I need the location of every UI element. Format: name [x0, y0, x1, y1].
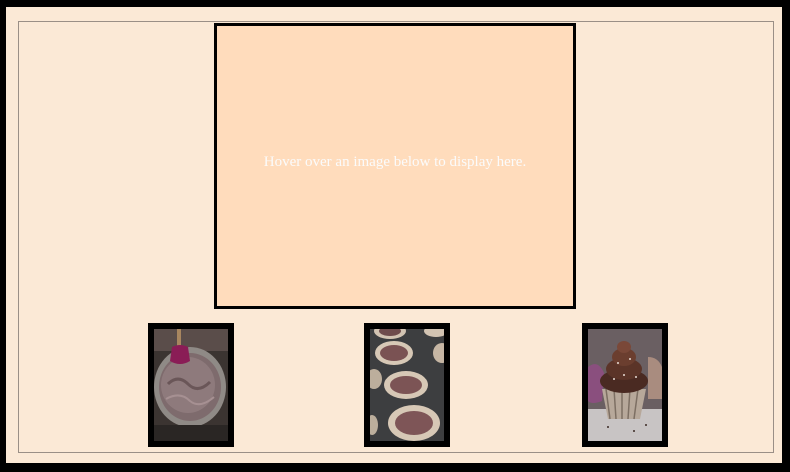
- gallery-thumbnail-frosted-cupcake[interactable]: [582, 323, 668, 447]
- display-message: Hover over an image below to display her…: [263, 153, 527, 170]
- page-frame: Hover over an image below to display her…: [4, 5, 784, 465]
- cupcake-tin-image: [370, 329, 444, 441]
- gallery-thumbnail-batter-bowl[interactable]: [148, 323, 234, 447]
- batter-bowl-image: [154, 329, 228, 441]
- inner-border: [18, 21, 774, 453]
- frosted-cupcake-image: [588, 329, 662, 441]
- image-display-area: Hover over an image below to display her…: [214, 23, 576, 309]
- gallery-thumbnail-cupcake-tin[interactable]: [364, 323, 450, 447]
